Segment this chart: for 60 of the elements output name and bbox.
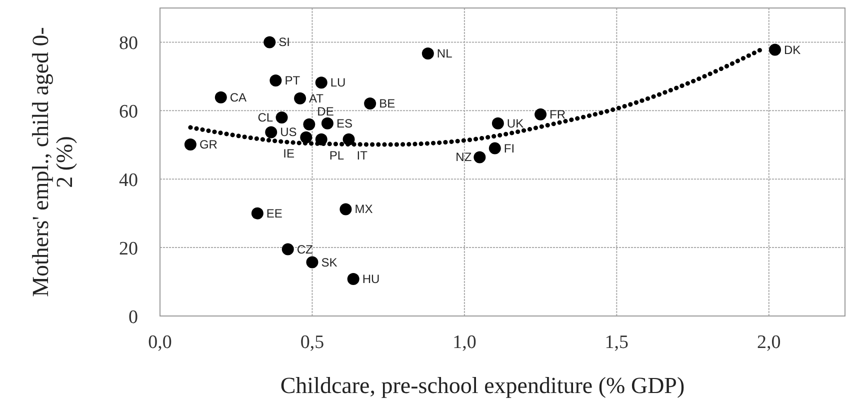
point [270, 74, 282, 87]
x-axis-title: Childcare, pre-school expenditure (% GDP) [280, 373, 685, 398]
point [300, 131, 312, 144]
point [321, 117, 334, 130]
point [276, 112, 288, 124]
point [306, 256, 318, 268]
point [768, 44, 781, 56]
annotation: NL [436, 46, 453, 61]
x-tick-label: 1,5 [604, 332, 629, 353]
point [214, 91, 227, 104]
x-tick-label: 0,5 [300, 332, 324, 353]
point [265, 126, 278, 138]
annotation: LU [330, 76, 346, 90]
y-tick-label: 40 [119, 170, 138, 192]
annotation: DE [317, 104, 334, 118]
point [488, 142, 501, 154]
annotation: SK [321, 255, 338, 270]
point [347, 273, 360, 286]
annotation: CA [230, 90, 247, 104]
annotation: BE [379, 96, 396, 110]
annotation: FR [550, 107, 566, 122]
point [492, 117, 504, 130]
annotation: NZ [456, 150, 472, 164]
annotation: IE [283, 146, 294, 160]
annotation: AT [309, 91, 324, 106]
x-tick-label: 0,0 [148, 332, 172, 353]
point [184, 138, 196, 151]
y-axis-title: Mothers' empl., child aged 0-2 (%) [28, 27, 77, 297]
point [340, 203, 352, 216]
annotation: HU [362, 272, 380, 286]
y-tick-label: 80 [119, 33, 138, 54]
point [422, 48, 434, 60]
annotation: US [280, 125, 297, 140]
annotation: UK [506, 116, 524, 130]
point [264, 36, 276, 48]
point [474, 151, 486, 164]
annotation: IT [356, 148, 368, 162]
point [282, 243, 294, 256]
point [251, 207, 264, 220]
point [303, 118, 316, 130]
point [534, 108, 547, 120]
annotation: ES [336, 116, 352, 130]
annotation: SI [278, 35, 290, 50]
x-tick-label: 1,0 [452, 332, 476, 353]
annotation: CZ [296, 242, 313, 256]
point [364, 97, 376, 110]
annotation: PL [329, 148, 344, 162]
point [315, 76, 328, 89]
y-tick-label: 60 [119, 102, 138, 123]
annotation: GR [199, 138, 218, 152]
annotation: EE [266, 206, 282, 220]
annotation: DK [784, 42, 801, 57]
y-tick-label: 20 [119, 238, 138, 260]
annotation: CL [258, 110, 274, 125]
point [294, 92, 306, 104]
annotation: FI [504, 141, 515, 156]
x-tick-label: 2,0 [757, 332, 781, 353]
annotation: MX [354, 202, 373, 216]
y-tick-label: 0 [128, 307, 138, 328]
annotation: PT [284, 74, 301, 88]
